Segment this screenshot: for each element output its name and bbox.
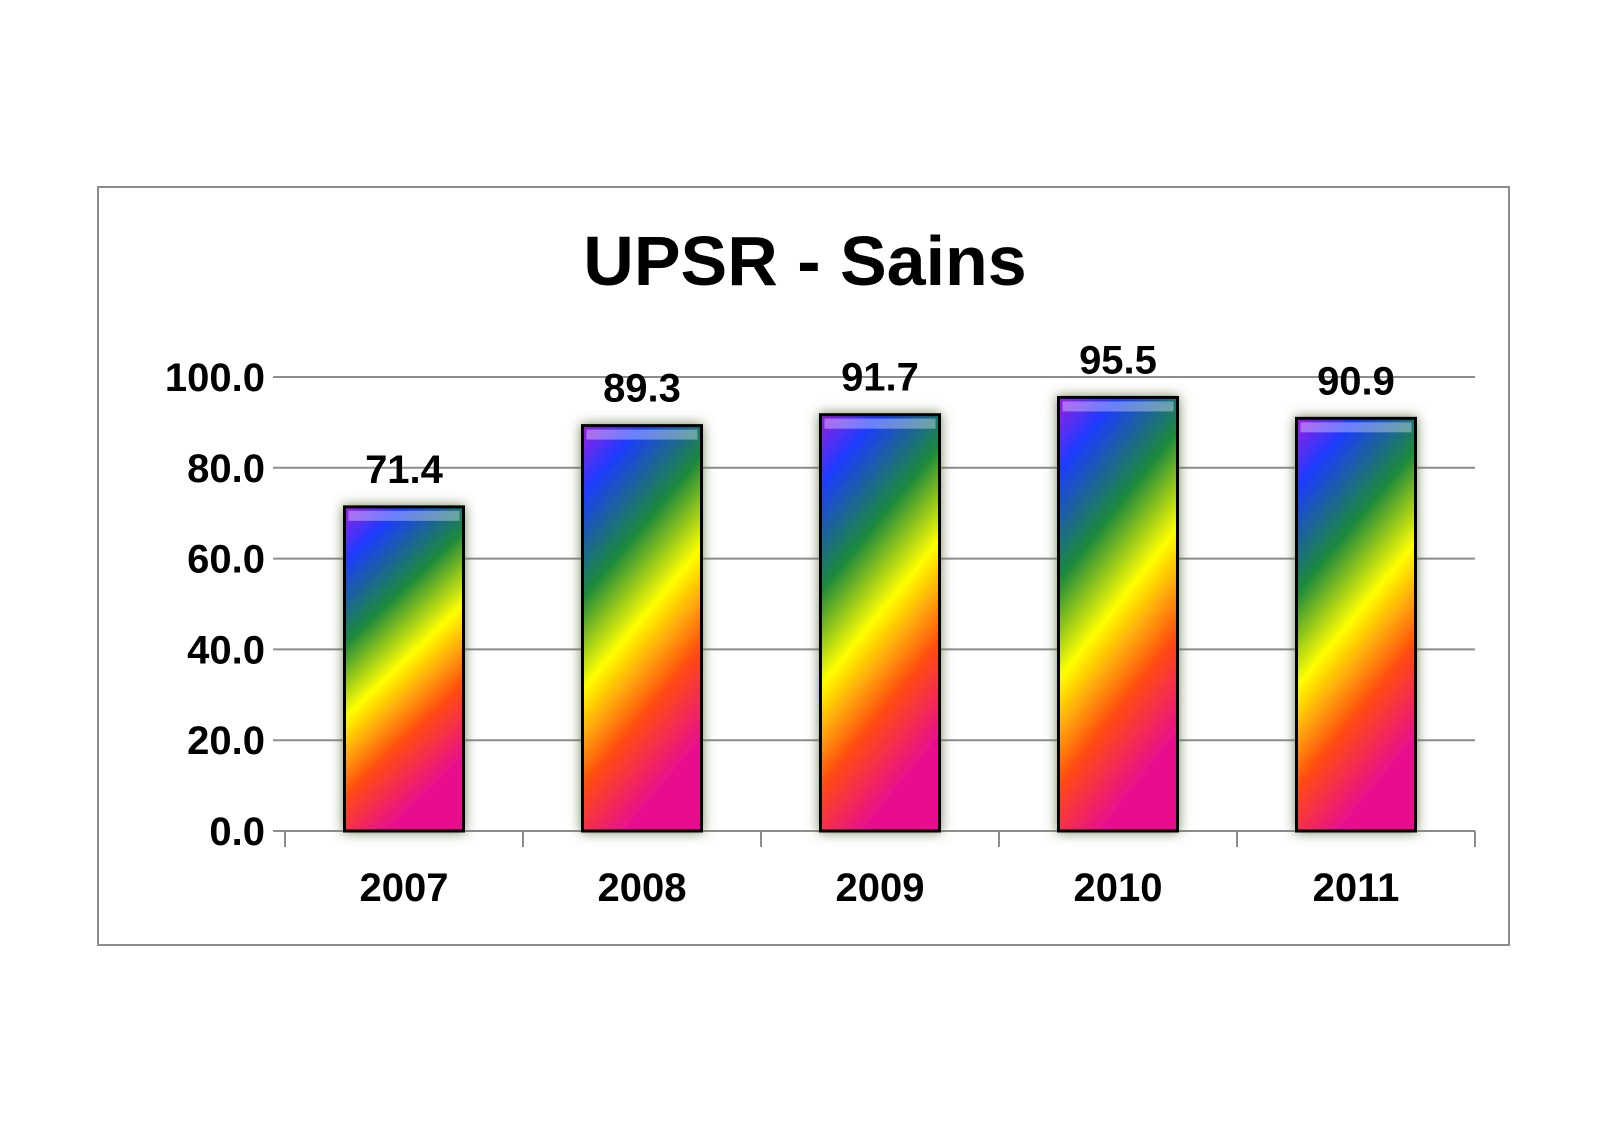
x-tick-label: 2007 [360, 866, 449, 910]
bar-2007 [343, 505, 465, 833]
bar-bevel [1300, 422, 1412, 433]
x-tick-label: 2009 [836, 866, 925, 910]
chart-area [97, 186, 1510, 946]
bar-bevel [586, 429, 698, 440]
bar-2010 [1057, 395, 1179, 833]
data-label-2011: 90.9 [1317, 359, 1395, 403]
data-label-2010: 95.5 [1079, 338, 1157, 382]
x-tick-label: 2011 [1313, 866, 1400, 910]
data-label-2009: 91.7 [841, 356, 919, 400]
data-labels: 71.4 89.3 91.7 95.5 90.9 [365, 338, 1395, 491]
bar-2011 [1295, 416, 1417, 833]
x-tick-label: 2010 [1074, 866, 1163, 910]
data-label-2008: 89.3 [603, 367, 681, 411]
data-label-2007: 71.4 [365, 448, 444, 492]
y-tick-label: 40.0 [187, 628, 265, 672]
y-tick-label: 60.0 [187, 538, 265, 582]
bar-2009 [819, 413, 941, 833]
bar-2008 [581, 424, 703, 833]
bar-bevel [348, 510, 460, 521]
bars [343, 395, 1417, 833]
y-tick-label: 20.0 [187, 719, 265, 763]
bar-bevel [824, 418, 936, 429]
y-tick-label: 100.0 [165, 356, 265, 400]
y-tick-label: 80.0 [187, 447, 265, 491]
y-tick-label: 0.0 [209, 810, 265, 854]
chart-title: UPSR - Sains [583, 222, 1026, 300]
bar-bevel [1062, 401, 1174, 412]
x-tick-label: 2008 [598, 866, 687, 910]
